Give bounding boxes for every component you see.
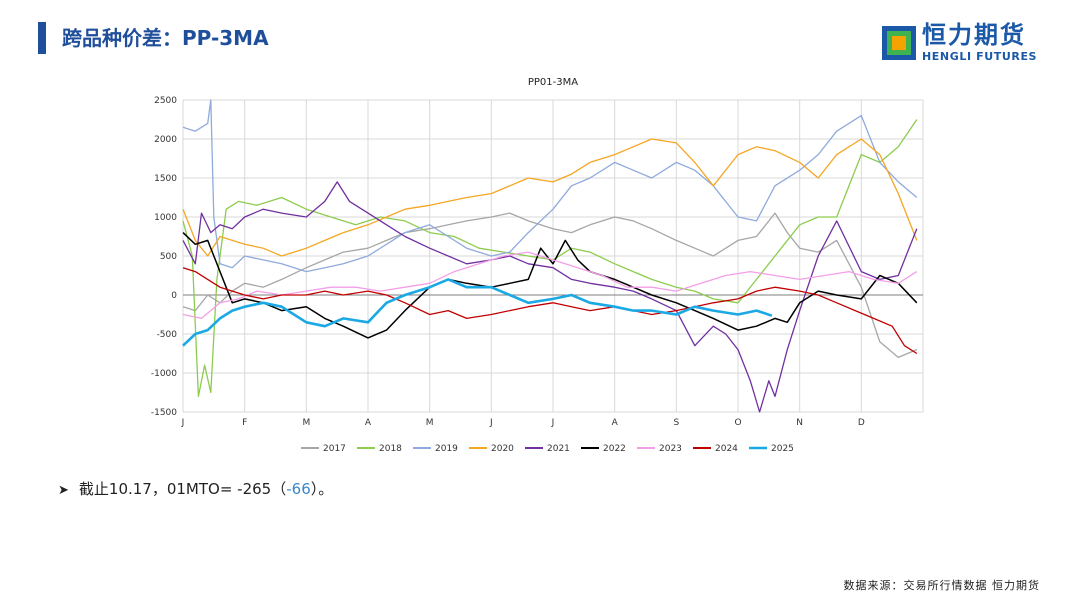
series-line-2020 (182, 138, 918, 257)
x-tick-label: J (489, 418, 493, 428)
chart-svg: PP01-3MA -1500 -1000 -500 0 500 1000 1500 2000 25… (151, 77, 924, 454)
x-tick-label: M (426, 418, 434, 428)
x-tick-label: D (858, 418, 865, 428)
summary-note: ➤ 截止10.17，01MTO= -265（-66）。 (58, 478, 333, 502)
legend-label-2023: 2023 (659, 444, 682, 454)
logo-mark-icon (882, 26, 916, 60)
y-tick-label: 2500 (154, 96, 177, 106)
y-tick-label: 1000 (154, 213, 177, 223)
y-tick-label: 500 (160, 252, 177, 262)
series-line-2025 (182, 278, 773, 347)
line-chart: PP01-3MA -1500 -1000 -500 0 500 1000 1500 2000 25… (140, 70, 940, 465)
series-line-2021 (182, 181, 918, 413)
legend-label-2022: 2022 (603, 444, 626, 454)
legend-label-2017: 2017 (323, 444, 346, 454)
x-tick-label: N (796, 418, 803, 428)
legend-label-2018: 2018 (379, 444, 402, 454)
arrow-right-icon: ➤ (58, 483, 69, 498)
legend-label-2021: 2021 (547, 444, 570, 454)
y-tick-label: -1000 (151, 369, 177, 379)
series-line-2022 (182, 232, 918, 339)
note-prefix: 截止10.17，01MTO= -265（ (78, 480, 287, 498)
series-line-2017 (182, 212, 918, 359)
x-tick-label: A (612, 418, 619, 428)
series-line-2018 (182, 119, 918, 398)
y-tick-label: 2000 (154, 135, 177, 145)
x-tick-label: J (551, 418, 555, 428)
logo-en-text: HENGLI FUTURES (922, 50, 1038, 63)
page-title: 跨品种价差：PP-3MA (62, 26, 269, 50)
y-tick-label: 0 (171, 291, 177, 301)
x-tick-label: A (365, 418, 372, 428)
legend-label-2025: 2025 (771, 444, 794, 454)
data-source: 数据来源：交易所行情数据 恒力期货 (843, 579, 1040, 592)
x-tick-label: J (181, 418, 185, 428)
y-tick-label: -500 (157, 330, 178, 340)
chart-title: PP01-3MA (528, 77, 578, 88)
x-tick-label: M (302, 418, 310, 428)
x-tick-label: F (242, 418, 247, 428)
legend-label-2019: 2019 (435, 444, 458, 454)
series-line-2019 (182, 99, 918, 273)
legend-label-2024: 2024 (715, 444, 738, 454)
legend-label-2020: 2020 (491, 444, 514, 454)
note-suffix: ）。 (310, 480, 334, 498)
y-tick-label: -1500 (151, 408, 177, 418)
note-delta: -66 (286, 480, 311, 498)
y-tick-label: 1500 (154, 174, 177, 184)
x-tick-label: O (734, 418, 741, 428)
title-accent-bar (38, 22, 46, 54)
series-line-2024 (182, 267, 918, 355)
x-tick-label: S (673, 418, 679, 428)
logo-cn-text: 恒力期货 (922, 21, 1026, 49)
company-logo: 恒力期货 HENGLI FUTURES (882, 20, 1052, 66)
